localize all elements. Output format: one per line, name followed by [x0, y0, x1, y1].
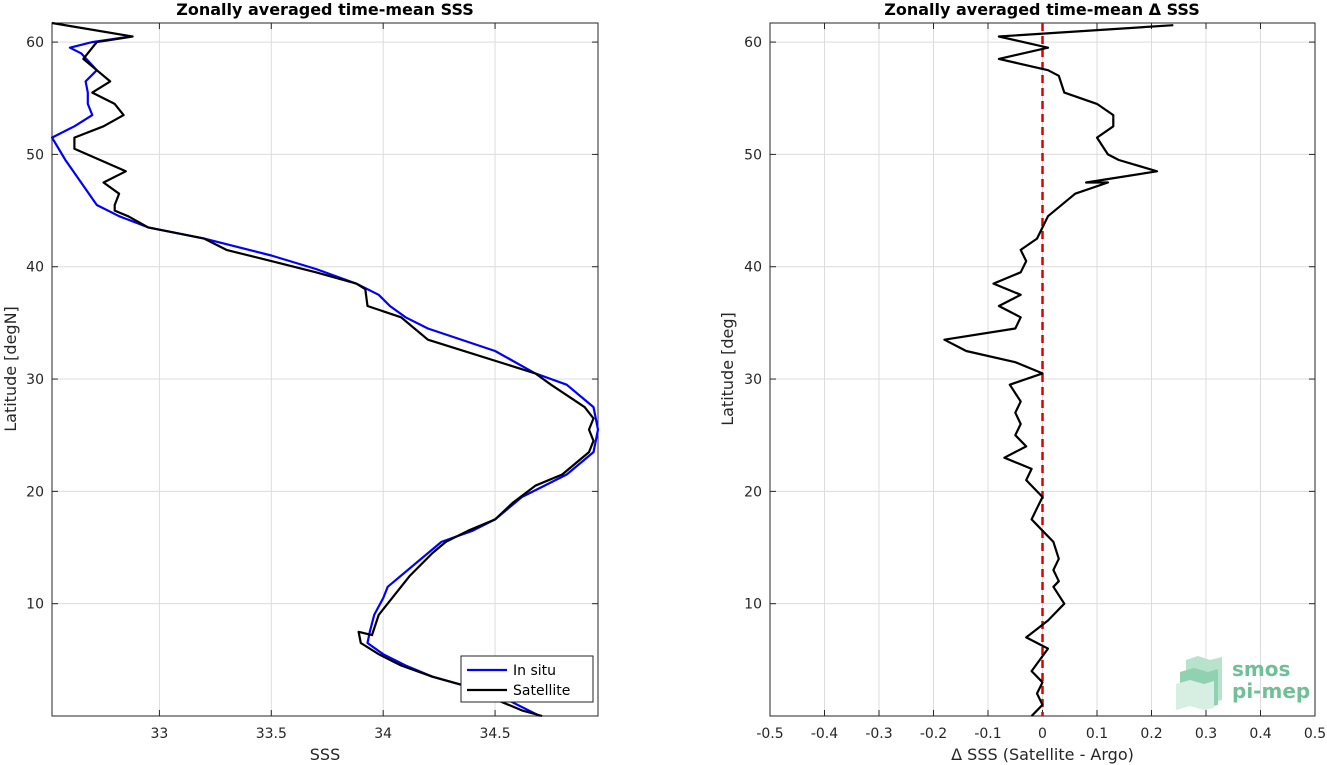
- y-tick-label: 50: [26, 147, 44, 163]
- x-tick-label: 0.2: [1140, 726, 1162, 742]
- smos-pi-mep-logo: smos pi-mep: [1176, 656, 1310, 710]
- delta-sss-profile-panel: -0.5 -0.4 -0.3 -0.2 -0.1 0 0.1 0.2 0.3 0.4 0.5 10 20…: [718, 0, 1326, 764]
- x-tick-label: -0.4: [811, 726, 838, 742]
- x-tick-label: 0: [1038, 726, 1047, 742]
- logo-wave-icon: [1176, 656, 1222, 710]
- x-tick-label: -0.3: [865, 726, 892, 742]
- x-tick-label: -0.1: [974, 726, 1001, 742]
- axes-frame: [51, 22, 599, 717]
- x-tick-label: 34: [374, 726, 392, 742]
- x-tick-label: 0.4: [1249, 726, 1271, 742]
- y-tick-label: 60: [744, 35, 762, 51]
- x-tick-label: -0.5: [756, 726, 783, 742]
- y-axis-label: Latitude [degN]: [1, 306, 20, 432]
- chart-title: Zonally averaged time-mean Δ SSS: [884, 0, 1200, 19]
- legend-entry: Satellite: [513, 683, 570, 699]
- legend-box: [460, 655, 594, 703]
- y-tick-label: 40: [744, 260, 762, 276]
- x-tick-label: 0.1: [1086, 726, 1108, 742]
- y-tick-label: 30: [26, 372, 44, 388]
- y-axis-label: Latitude [deg]: [718, 312, 737, 426]
- y-tick-label: 50: [744, 147, 762, 163]
- x-axis-label: SSS: [310, 745, 340, 764]
- logo-line-1: smos: [1232, 657, 1290, 681]
- x-tick-label: 0.3: [1195, 726, 1217, 742]
- x-axis-label: Δ SSS (Satellite - Argo): [951, 745, 1134, 764]
- x-tick-label: -0.2: [920, 726, 947, 742]
- series-line-satellite: [51, 21, 595, 718]
- y-tick-label: 60: [26, 35, 44, 51]
- x-tick-label: 33: [150, 726, 168, 742]
- x-tick-label: 34.5: [479, 726, 510, 742]
- grid-lines: [52, 23, 598, 716]
- chart-title: Zonally averaged time-mean SSS: [176, 0, 474, 19]
- y-tick-label: 20: [26, 484, 44, 500]
- logo-line-2: pi-mep: [1232, 679, 1310, 703]
- series-line-delta-sss: [943, 24, 1174, 717]
- legend: In situ Satellite: [460, 655, 594, 703]
- y-tick-label: 40: [26, 260, 44, 276]
- legend-entry: In situ: [513, 663, 556, 679]
- y-tick-label: 30: [744, 372, 762, 388]
- y-tick-label: 20: [744, 484, 762, 500]
- sss-profile-panel: 33 33.5 34 34.5 10 20 30 40 50 60 Zonally averaged…: [1, 0, 600, 764]
- y-tick-label: 10: [26, 597, 44, 613]
- x-tick-label: 0.5: [1304, 726, 1326, 742]
- series-line-in-situ: [50, 35, 600, 717]
- x-tick-label: 33.5: [256, 726, 287, 742]
- y-tick-label: 10: [744, 597, 762, 613]
